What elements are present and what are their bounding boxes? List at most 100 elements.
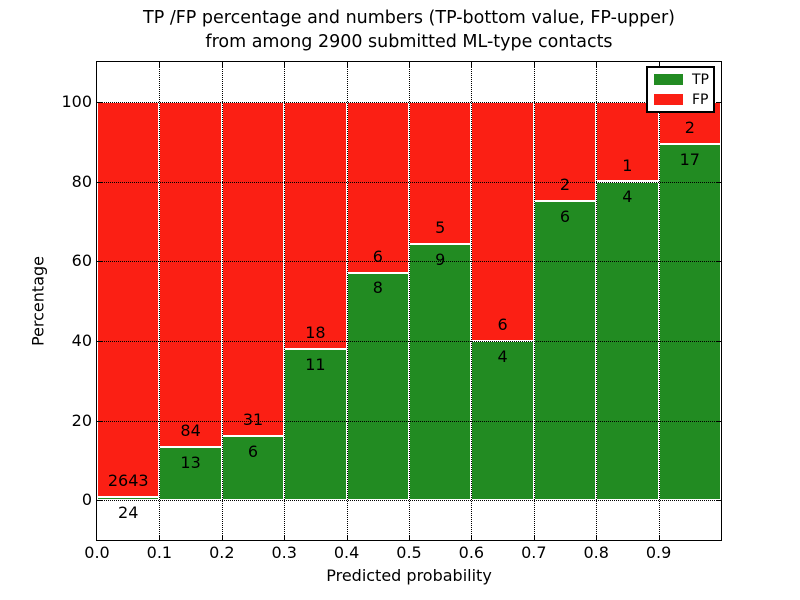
x-tick-mark [159, 62, 161, 67]
x-tick-mark [658, 62, 660, 67]
x-tick-label: 0.3 [271, 543, 297, 562]
y-tick-label: 80 [71, 171, 92, 191]
vertical-gridline [409, 62, 410, 540]
vertical-gridline [221, 62, 223, 540]
x-tick-mark [409, 62, 410, 67]
x-tick-mark [533, 62, 535, 67]
x-tick-mark [159, 535, 161, 540]
y-tick-mark [716, 181, 721, 183]
fp-count-label: 2 [559, 175, 571, 195]
x-tick-label: 0.4 [333, 543, 360, 562]
y-tick-mark [716, 261, 721, 263]
plot-area: TP FP 2643 24 84 13 31 6 18 11 6 8 5 9 6 4 2 6 1 4 2 17 [96, 61, 722, 541]
fp-count-label: 6 [497, 314, 508, 334]
fp-count-label: 84 [180, 420, 201, 440]
x-tick-mark [409, 535, 410, 540]
tp-count-label: 24 [118, 502, 139, 522]
fp-count-label: 2 [684, 117, 695, 137]
tp-count-label: 8 [372, 278, 383, 298]
x-tick-mark [596, 535, 598, 540]
chart-title: TP /FP percentage and numbers (TP-bottom… [97, 6, 721, 54]
vertical-gridline [346, 62, 348, 540]
tp-count-label: 6 [559, 207, 571, 227]
y-tick-label: 40 [71, 330, 92, 350]
legend-label-fp: FP [692, 91, 709, 108]
tp-count-label: 11 [305, 355, 326, 374]
y-tick-mark [716, 101, 721, 103]
x-tick-label: 0.0 [84, 543, 110, 562]
tp-count-label: 6 [247, 441, 259, 461]
x-tick-mark [346, 62, 348, 67]
y-tick-label: 100 [61, 91, 92, 111]
x-tick-mark [471, 535, 473, 540]
tp-bar-segment [658, 143, 721, 501]
tp-bar-segment [409, 244, 472, 501]
x-tick-mark [221, 535, 223, 540]
tp-bar-segment [284, 349, 347, 501]
tp-count-label: 9 [435, 250, 446, 270]
x-tick-label: 0.1 [146, 543, 173, 562]
tp-bar-segment [97, 496, 160, 501]
x-tick-mark [533, 535, 535, 540]
x-tick-label: 0.6 [458, 543, 485, 562]
x-tick-mark [221, 62, 223, 67]
x-tick-mark [658, 535, 660, 540]
vertical-gridline [284, 62, 286, 540]
chart-title-line1: TP /FP percentage and numbers (TP-bottom… [143, 8, 675, 28]
y-tick-mark [97, 261, 102, 263]
tp-legend-swatch [654, 74, 683, 85]
y-tick-label: 0 [81, 490, 92, 510]
x-axis-label: Predicted probability [326, 566, 492, 585]
x-tick-label: 0.2 [209, 543, 235, 562]
vertical-gridline [596, 62, 598, 540]
x-tick-mark [346, 535, 348, 540]
tp-count-label: 4 [622, 187, 633, 207]
tp-count-label: 4 [497, 346, 508, 366]
fp-count-label: 31 [242, 409, 264, 429]
tp-bar-segment [533, 201, 597, 501]
y-tick-label: 20 [71, 410, 92, 430]
y-tick-mark [97, 181, 102, 183]
fp-bar-segment [471, 101, 534, 341]
fp-bar-segment [409, 101, 472, 245]
y-tick-mark [716, 500, 721, 502]
fp-bar-segment [221, 101, 285, 436]
tp-count-label: 17 [679, 149, 700, 169]
fp-legend-swatch [654, 94, 683, 105]
tp-bar-segment [471, 340, 534, 501]
x-tick-label: 0.9 [645, 543, 672, 562]
vertical-gridline [159, 62, 161, 540]
x-tick-mark [471, 62, 473, 67]
legend-label-tp: TP [692, 71, 709, 88]
y-tick-mark [97, 340, 102, 342]
x-tick-label: 0.7 [521, 543, 547, 562]
x-tick-mark [284, 62, 286, 67]
y-tick-mark [716, 420, 721, 422]
vertical-gridline [658, 62, 660, 540]
legend: TP FP [646, 66, 715, 113]
legend-item-tp: TP [654, 73, 713, 87]
fp-bar-segment [97, 101, 160, 497]
tp-count-label: 13 [180, 452, 201, 472]
y-tick-mark [97, 101, 102, 103]
fp-count-label: 6 [372, 246, 383, 266]
y-tick-mark [97, 500, 102, 502]
fp-bar-segment [159, 101, 222, 447]
x-tick-mark [284, 535, 286, 540]
y-tick-mark [716, 340, 721, 342]
fp-count-label: 5 [435, 218, 446, 238]
fp-count-label: 2643 [107, 470, 149, 490]
fp-count-label: 1 [622, 155, 633, 175]
x-tick-label: 0.5 [396, 543, 422, 562]
chart-title-line2: from among 2900 submitted ML-type contac… [205, 32, 613, 52]
vertical-gridline [533, 62, 535, 540]
tp-bar-segment [346, 272, 409, 501]
y-tick-label: 60 [71, 251, 92, 271]
legend-item-fp: FP [654, 93, 713, 107]
tp-bar-segment [221, 435, 285, 501]
vertical-gridline [471, 62, 473, 540]
x-tick-label: 0.8 [583, 543, 609, 562]
x-tick-mark [596, 62, 598, 67]
y-tick-mark [97, 420, 102, 422]
